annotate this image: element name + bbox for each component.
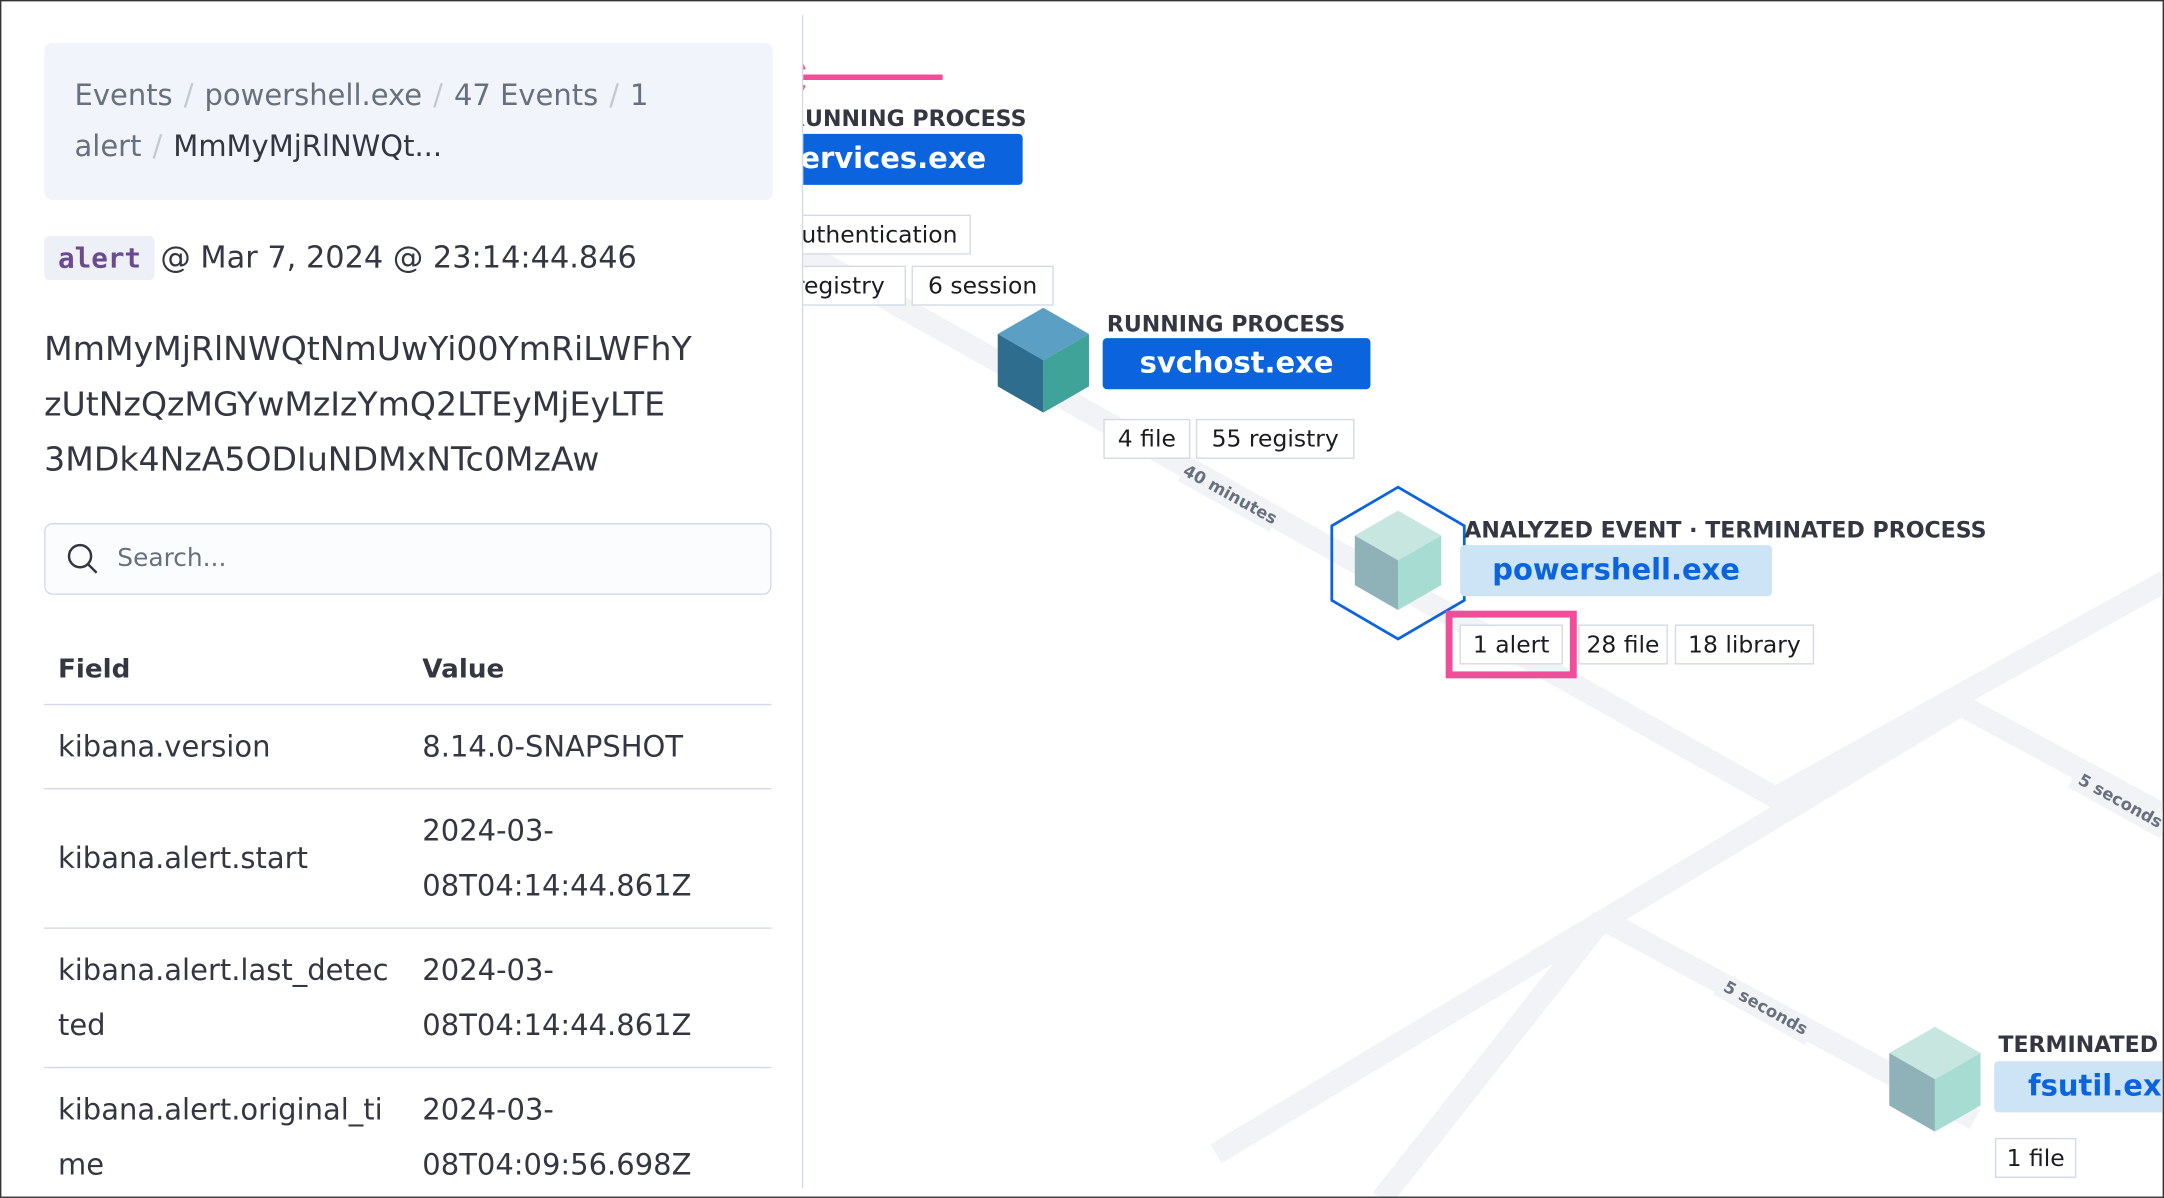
pill-label[interactable]: 18 library [1688,630,1801,658]
node-name[interactable]: services.exe [783,141,986,175]
pill[interactable] [1103,418,1191,459]
breadcrumbs: Events / powershell.exe / 47 Events /1 alert /… [44,42,773,201]
pill[interactable] [1994,1137,2077,1178]
pill-label[interactable]: authentication [787,220,958,248]
node-name[interactable]: fsutil.exe [2028,1069,2164,1103]
edge-label: 5 seconds [1720,977,1811,1039]
edge-label-bg [1177,459,1282,532]
id-line: MmMyMjRlNWQtNmUwYi00YmRiLWFhY [44,329,692,369]
pill-label[interactable]: 6 session [928,272,1037,300]
table-cell: kibana.alert.start [44,788,409,929]
pill[interactable] [1674,624,1815,665]
arrow [776,63,943,91]
pill[interactable] [1459,624,1563,665]
pill-label[interactable]: 4 file [1118,425,1176,453]
node-state: TERMINATED PROCESS [1998,1033,2164,1058]
field-table: Field Value kibana.version 8.14.0-SNAPSHOT k… [44,643,772,1189]
search-icon [67,543,98,574]
node-button[interactable] [746,133,1023,185]
separator: / [609,78,620,112]
column-header: Field [44,643,409,706]
breadcrumb: MmMyMjRlNWQt... [173,129,443,163]
cube-left [1889,1053,1935,1132]
separator: / [433,78,443,112]
cube-right [1398,535,1442,611]
selected-ring [1330,485,1466,641]
pill[interactable] [1195,418,1355,459]
edge-label-bg [1713,972,1818,1046]
table-cell: 2024-03-08T04:14:44.861Z [408,928,772,1069]
pill[interactable] [1578,624,1668,665]
pill[interactable] [911,265,1054,306]
pill-label[interactable]: registry [795,272,885,300]
pill-label[interactable]: 1 file [2007,1144,2065,1172]
highlight [1445,610,1577,679]
table-cell: kibana.version [44,704,409,790]
table-cell: kibana.alert.original_time [44,1067,409,1189]
separator: / [152,129,163,163]
cube-top [1889,1026,1981,1080]
edge [1762,571,2163,812]
node-button[interactable] [1102,338,1371,390]
node-state: ANALYZED EVENT · TERMINATED PROCESS [1464,518,1986,543]
edge-label: 40 minutes [1180,461,1281,528]
table-cell: 8.14.0-SNAPSHOT [408,704,772,790]
breadcrumb[interactable]: Events [74,78,173,112]
node-button[interactable] [1460,545,1773,597]
node-name[interactable]: svchost.exe [1140,345,1334,379]
edge [1372,912,1611,1197]
table-row: kibana.version 8.14.0-SNAPSHOT [44,704,772,790]
cube-left [1354,535,1399,611]
table-cell: 2024-03-08T04:14:44.861Z [408,788,772,929]
pill-label[interactable]: 28 file [1586,630,1659,658]
table-row: kibana.alert.last_detected 2024-03-08T04:… [44,928,772,1069]
pill-label[interactable]: 1 alert [1473,630,1550,658]
column-header: Value [408,643,772,706]
event-badge: alert [44,235,155,281]
table-cell: kibana.alert.last_detected [44,928,409,1069]
timestamp: @ Mar 7, 2024 @ 23:14:44.846 [160,241,637,277]
search-placeholder: Search... [117,543,227,573]
id-line: zUtNzQzMGYwMzIzYmQ2LTEyMjEyLTE [44,385,666,424]
event-id: MmMyMjRlNWQtNmUwYi00YmRiLWFhY zUtNzQzMGYw… [44,322,692,488]
cube-top [1354,510,1442,561]
node-button[interactable] [1994,1061,2164,1113]
node-state: RUNNING PROCESS [788,107,1026,132]
table-cell: 2024-03-08T04:09:56.698Z [408,1067,772,1189]
event-panel: Events / powershell.exe / 47 Events /1 alert /… [15,15,804,1189]
search-box[interactable]: Search... [44,523,772,595]
pill[interactable] [773,214,971,255]
pill-label[interactable]: 55 registry [1212,425,1339,453]
edge [768,226,1801,819]
separator: / [183,78,194,112]
breadcrumb[interactable]: 47 Events [453,78,599,112]
breadcrumb[interactable]: 1 alert [74,78,649,163]
id-line: 3MDk4NzA5ODIuNDMxNTc0MzAw [44,440,600,479]
node-state: RUNNING PROCESS [1107,313,1345,338]
edge-label-bg [2067,765,2163,839]
node-name[interactable]: powershell.exe [1492,552,1740,586]
breadcrumb[interactable]: powershell.exe [204,78,423,112]
table-row: kibana.alert.original_time 2024-03-08T04:… [44,1067,772,1189]
event-header: alert @ Mar 7, 2024 @ 23:14:44.846 [44,235,637,281]
table-row: kibana.alert.start 2024-03-08T04:14:44.86… [44,788,772,929]
